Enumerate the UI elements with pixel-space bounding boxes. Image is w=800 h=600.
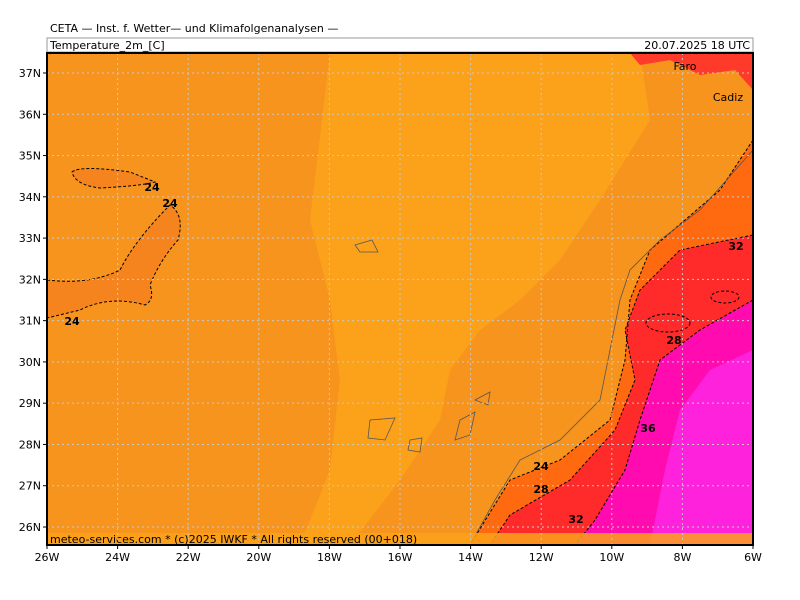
lat-label: 27N [19, 480, 41, 493]
field-extreme [650, 350, 753, 545]
contour [469, 139, 753, 545]
contour [71, 168, 157, 189]
field-warm [300, 53, 650, 545]
lat-label: 30N [19, 356, 41, 369]
lon-label: 16W [388, 551, 413, 564]
datetime-label: 20.07.2025 18 UTC [644, 39, 750, 52]
contour-label: 32 [728, 240, 743, 253]
lat-label: 34N [19, 191, 41, 204]
lat-label: 33N [19, 232, 41, 245]
lon-label: 24W [105, 551, 130, 564]
lon-label: 22W [176, 551, 201, 564]
lon-label: 20W [246, 551, 271, 564]
contour-label: 24 [64, 315, 80, 328]
lat-label: 29N [19, 397, 41, 410]
lat-label: 36N [19, 108, 41, 121]
island [354, 239, 491, 453]
field-patch [72, 168, 155, 188]
contour-label: 24 [144, 181, 160, 194]
lon-label: 6W [744, 551, 762, 564]
contour-label: 36 [640, 422, 656, 435]
contour-label: 28 [666, 334, 681, 347]
lat-label: 31N [19, 315, 41, 328]
lat-label: 32N [19, 273, 41, 286]
field-patch [47, 205, 181, 318]
lat-label: 28N [19, 438, 41, 451]
contour-label: 32 [568, 513, 583, 526]
lon-label: 10W [599, 551, 624, 564]
footer-text: meteo-services.com * (c)2025 IWKF * All … [50, 533, 417, 546]
contour [574, 299, 753, 545]
lon-label: 8W [673, 551, 691, 564]
contour [710, 290, 740, 304]
lat-label: 35N [19, 150, 41, 163]
field-iberia [630, 53, 753, 90]
lon-label: 18W [317, 551, 342, 564]
coastline [469, 149, 753, 545]
lon-label: 14W [458, 551, 483, 564]
header-title: CETA — Inst. f. Wetter— und Klimafolgena… [50, 22, 338, 35]
contour-label: 24 [162, 197, 178, 210]
lat-label: 37N [19, 67, 41, 80]
place-name: Faro [673, 60, 696, 73]
contour-label: 24 [533, 460, 549, 473]
lon-label: 12W [529, 551, 554, 564]
lat-label: 26N [19, 521, 41, 534]
place-name: Cadiz [713, 91, 743, 104]
variable-label: Temperature_2m_[C] [49, 39, 165, 52]
contour [47, 204, 181, 319]
contour [645, 313, 691, 333]
contour-label: 28 [533, 483, 548, 496]
lon-label: 26W [35, 551, 60, 564]
contour [489, 234, 753, 545]
